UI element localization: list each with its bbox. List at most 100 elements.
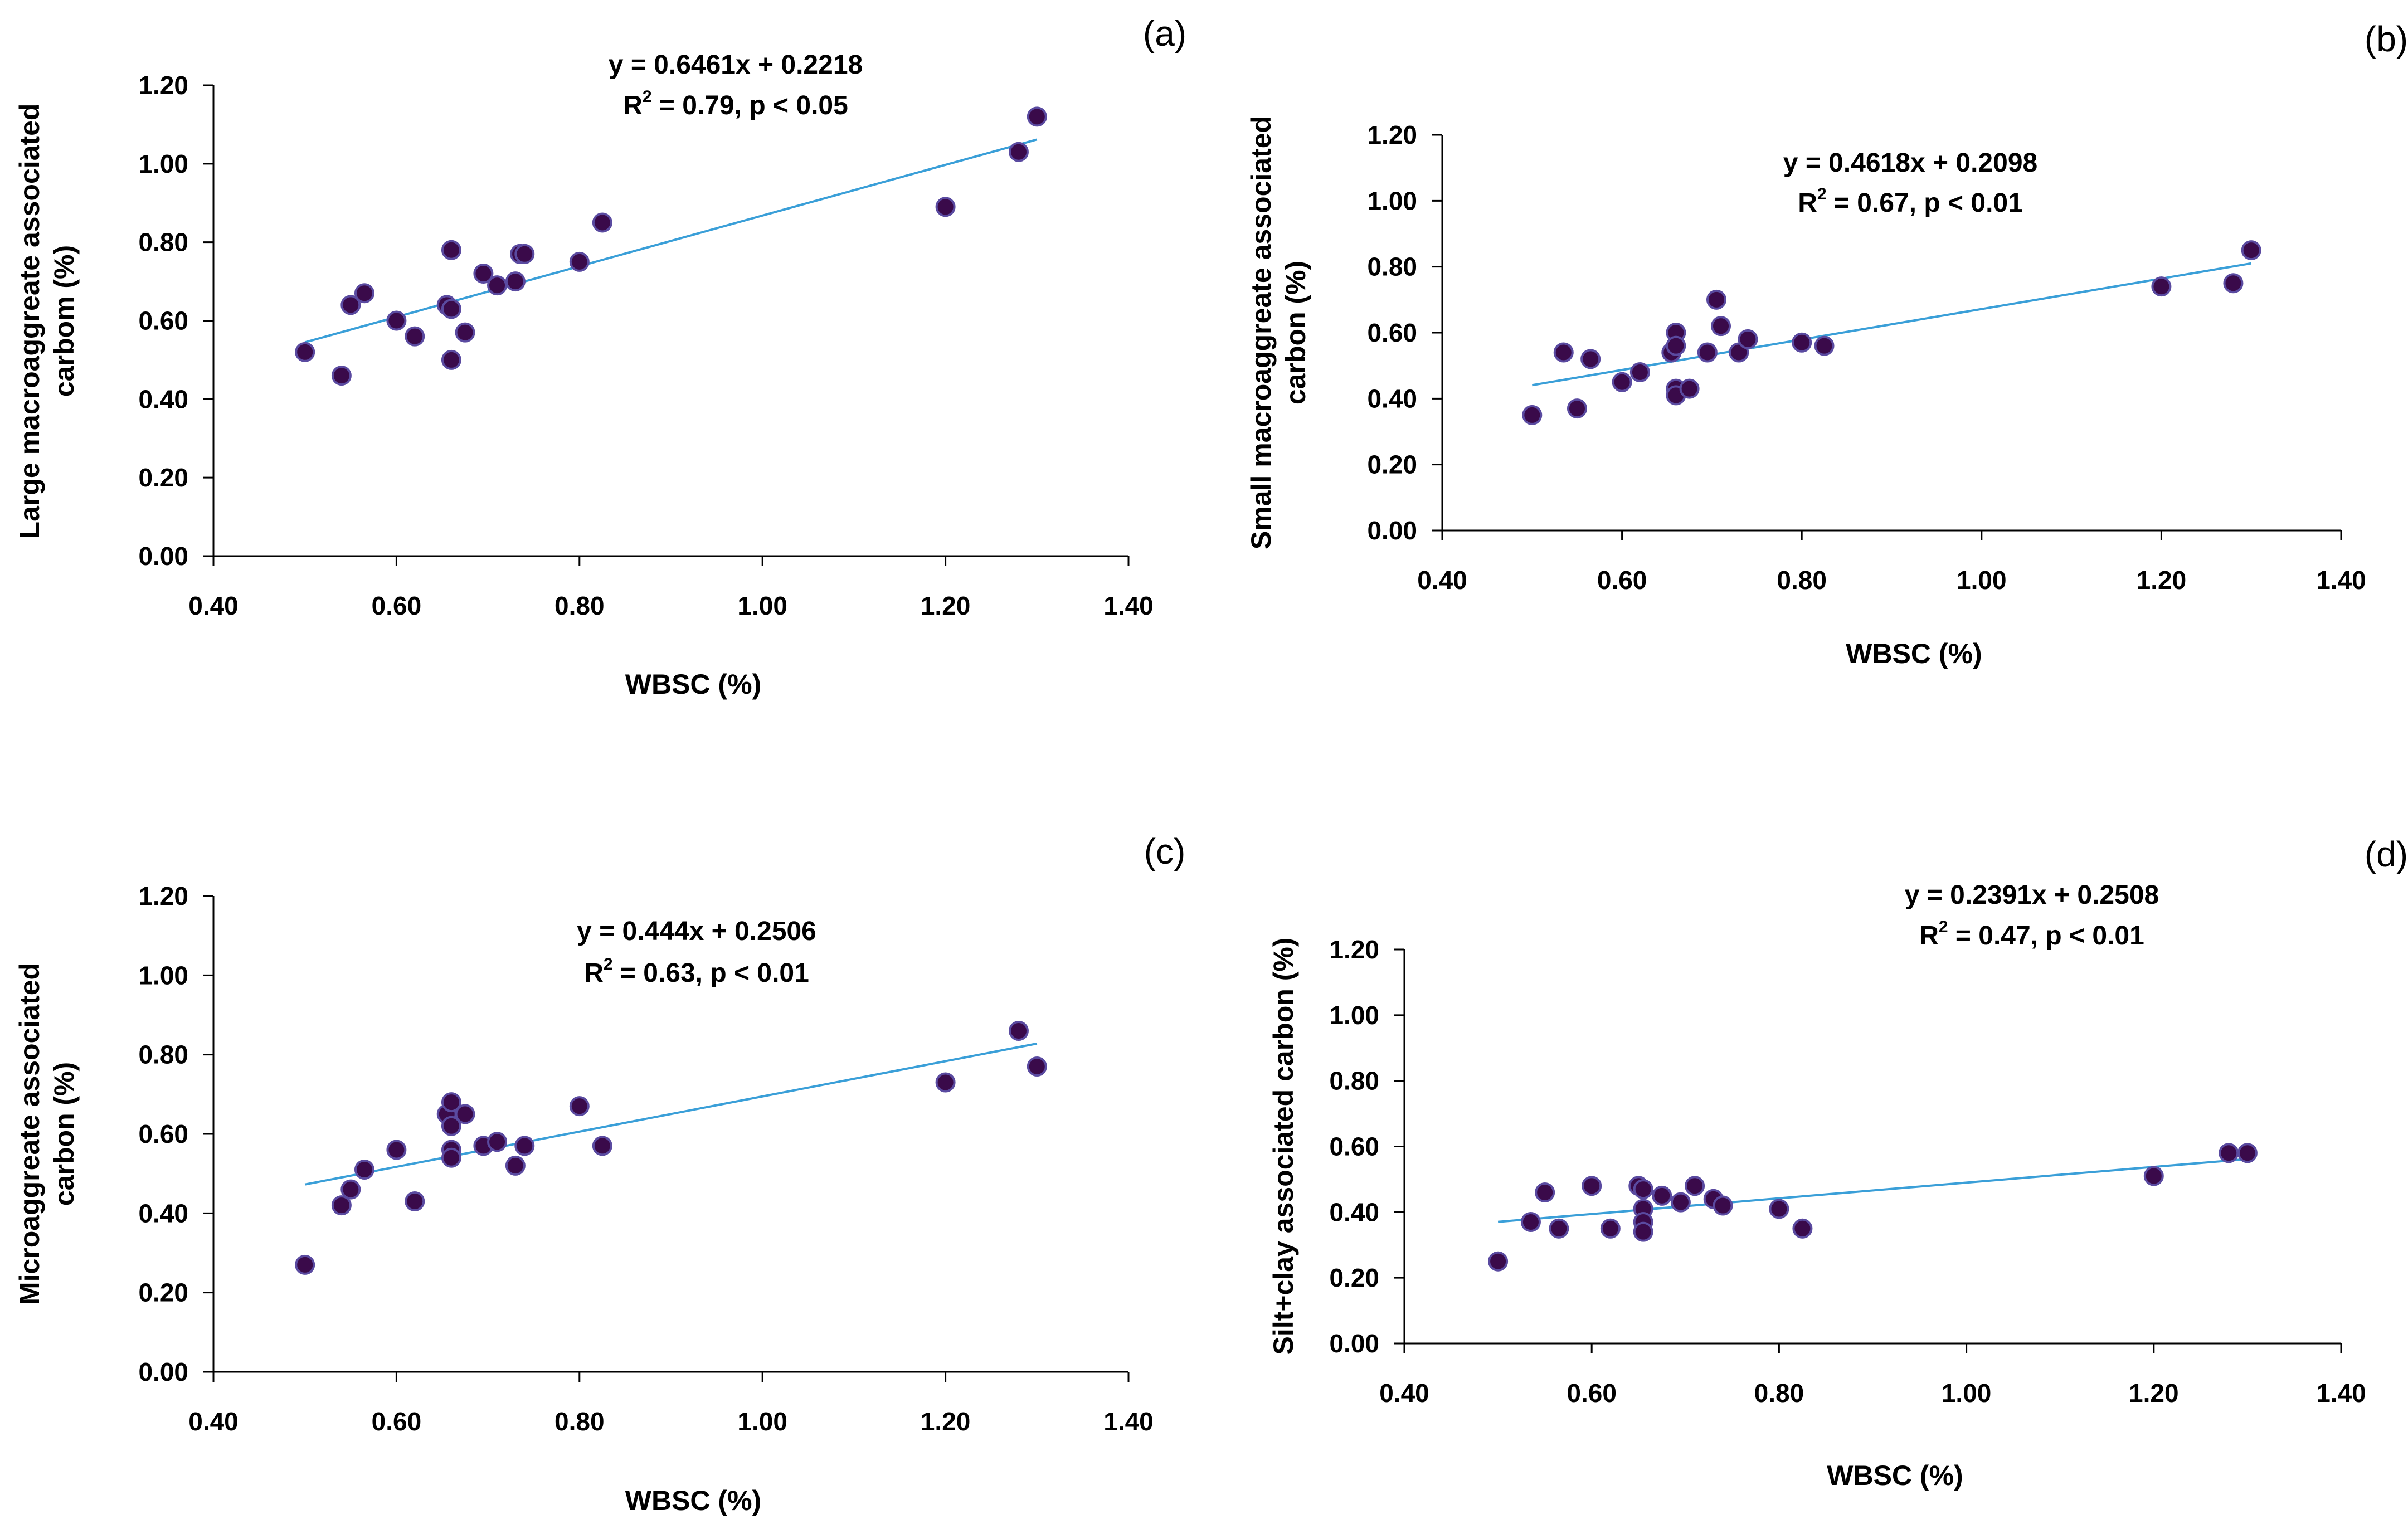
y-tick-label: 0.80 [1329, 1067, 1379, 1095]
data-point [386, 310, 407, 331]
data-point [2219, 1143, 2239, 1163]
x-axis-title: WBSC (%) [1827, 1460, 1963, 1491]
y-tick-label: 0.60 [138, 1119, 188, 1148]
regression-equation: y = 0.6461x + 0.2218 [609, 50, 863, 80]
data-point [441, 1147, 461, 1168]
x-tick-label: 0.40 [1417, 566, 1467, 595]
data-point [473, 264, 494, 284]
y-tick-label: 0.80 [1367, 252, 1417, 281]
data-point [1633, 1179, 1653, 1200]
x-tick-label: 1.00 [737, 1407, 787, 1436]
y-tick-label: 0.80 [138, 228, 188, 257]
data-point [1567, 398, 1587, 419]
y-tick-label: 1.00 [138, 961, 188, 990]
data-point [441, 299, 461, 319]
data-point [2143, 1166, 2164, 1186]
x-tick-label: 0.80 [1754, 1379, 1804, 1408]
data-point [441, 240, 461, 260]
trend-line [1531, 262, 2252, 387]
y-tick-label: 1.00 [1329, 1001, 1379, 1030]
data-point [405, 326, 425, 347]
data-point [1814, 335, 1835, 356]
data-point [2241, 240, 2261, 261]
data-point [487, 1132, 508, 1152]
panel-label: (c) [1144, 831, 1186, 871]
data-point [592, 212, 612, 233]
data-point [2223, 273, 2244, 294]
regression-equation: y = 0.2391x + 0.2508 [1905, 880, 2159, 910]
data-point [2151, 276, 2172, 297]
data-point [1652, 1185, 1672, 1206]
data-point [1549, 1218, 1569, 1239]
data-point [505, 1155, 526, 1176]
data-point [1792, 1218, 1813, 1239]
data-point [592, 1136, 612, 1156]
y-tick-label: 0.80 [138, 1040, 188, 1069]
x-tick-label: 1.40 [1103, 591, 1154, 620]
data-point [1027, 106, 1047, 127]
x-tick-label: 1.20 [2129, 1379, 2179, 1408]
x-tick-label: 1.40 [1103, 1407, 1154, 1436]
data-point [331, 1195, 352, 1216]
x-tick-label: 1.00 [1942, 1379, 1992, 1408]
x-tick-label: 0.40 [188, 591, 239, 620]
x-tick-label: 0.60 [1567, 1379, 1617, 1408]
y-tick-label: 0.00 [1367, 516, 1417, 545]
data-point [569, 1096, 590, 1117]
data-point [295, 1254, 315, 1275]
data-point [935, 1072, 956, 1093]
panel-label: (b) [2365, 19, 2408, 59]
r-squared-text: R2 = 0.67, p < 0.01 [1798, 185, 2023, 218]
y-tick-label: 0.60 [1367, 318, 1417, 347]
data-point [1769, 1199, 1789, 1219]
trend-line [304, 138, 1038, 344]
data-point [1792, 332, 1812, 353]
y-tick-label: 0.20 [1367, 450, 1417, 479]
panel-label: (d) [2365, 834, 2408, 874]
data-point [1685, 1176, 1705, 1196]
data-point [1520, 1212, 1541, 1233]
x-tick-label: 0.60 [372, 591, 422, 620]
data-point [441, 349, 461, 370]
data-point [1612, 372, 1632, 392]
data-point [1582, 1176, 1602, 1196]
data-point [1522, 405, 1543, 425]
y-axis-title: Microaggreate associated carbon (%) [14, 963, 80, 1305]
scatter-panel-b: 0.00 0.20 0.40 0.60 0.80 1.00 1.20 0.40 0.60 0.80… [1246, 19, 2408, 669]
y-tick-label: 0.60 [138, 306, 188, 335]
y-tick-label: 0.60 [1329, 1132, 1379, 1161]
y-tick-label: 0.20 [138, 1278, 188, 1307]
y-tick-label: 1.20 [138, 882, 188, 910]
data-point [1600, 1218, 1621, 1239]
data-point [1633, 1221, 1653, 1242]
x-axis-title: WBSC (%) [625, 669, 761, 700]
data-point [1629, 362, 1650, 382]
x-axis-title: WBSC (%) [625, 1485, 761, 1516]
x-tick-label: 0.60 [372, 1407, 422, 1436]
y-axis-title: Silt+clay associated carbon (%) [1268, 938, 1299, 1355]
x-tick-label: 1.00 [737, 591, 787, 620]
y-axis-title: Small macroaggreate associated carbon (%) [1246, 116, 1311, 549]
y-tick-label: 0.40 [1367, 384, 1417, 413]
data-point [487, 275, 508, 296]
y-tick-label: 0.00 [138, 542, 188, 571]
data-point [1679, 378, 1700, 399]
data-point [441, 1092, 461, 1113]
data-point [1008, 1020, 1029, 1041]
panel-label: (a) [1143, 13, 1186, 53]
y-tick-label: 0.40 [138, 1199, 188, 1228]
x-tick-label: 0.40 [188, 1407, 239, 1436]
x-tick-label: 1.20 [2137, 566, 2187, 595]
data-point [514, 244, 535, 264]
regression-equation: y = 0.4618x + 0.2098 [1783, 148, 2037, 178]
y-tick-label: 0.20 [1329, 1263, 1379, 1292]
scatter-panel-a: 0.00 0.20 0.40 0.60 0.80 1.00 1.20 0.40 0.60 0.80… [14, 13, 1186, 700]
x-tick-label: 0.60 [1597, 566, 1647, 595]
data-point [1713, 1195, 1733, 1216]
data-point [1738, 329, 1758, 349]
data-point [455, 1104, 475, 1124]
y-tick-label: 0.40 [138, 384, 188, 413]
y-tick-label: 1.20 [138, 71, 188, 100]
data-point [1553, 342, 1574, 363]
